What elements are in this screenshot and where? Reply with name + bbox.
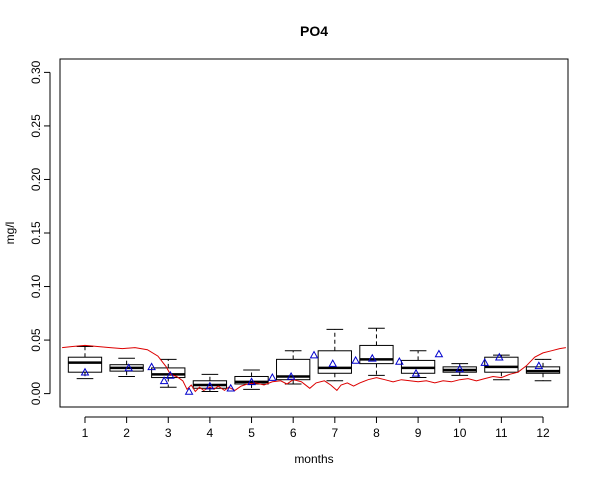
- triangle-point: [309, 350, 319, 359]
- x-tick-label: 12: [536, 426, 550, 440]
- triangle-point: [147, 362, 156, 371]
- box-iqr: [234, 375, 269, 385]
- box-month-12: [525, 358, 561, 382]
- x-tick-label: 7: [331, 426, 338, 440]
- triangle-point: [268, 373, 277, 381]
- box-iqr: [359, 344, 394, 365]
- triangle-point: [80, 367, 90, 376]
- x-tick-label: 11: [495, 426, 508, 440]
- box-month-4: [192, 373, 228, 392]
- red-line-series: [62, 344, 566, 393]
- box-month-8: [359, 327, 394, 376]
- triangle-point: [367, 353, 377, 362]
- x-tick-label: 2: [123, 426, 130, 440]
- triangle-point: [184, 386, 194, 395]
- x-tick-label: 10: [453, 426, 467, 440]
- triangle-point-series: [80, 349, 544, 395]
- box-iqr: [484, 356, 519, 373]
- y-tick-label: 0.15: [29, 221, 43, 245]
- triangle-point: [226, 383, 236, 392]
- triangle-point: [395, 356, 404, 365]
- x-tick-label: 5: [248, 426, 255, 440]
- box-iqr: [317, 350, 352, 374]
- triangle-point: [434, 349, 444, 358]
- triangle-point: [159, 376, 169, 385]
- triangle-point: [247, 377, 256, 386]
- y-axis-label: mg/l: [3, 222, 17, 245]
- x-tick-label: 3: [165, 426, 172, 440]
- triangle-point: [165, 370, 175, 379]
- x-axis-label: months: [294, 452, 333, 466]
- x-tick-label: 6: [290, 426, 297, 440]
- box-month-7: [317, 328, 352, 382]
- x-axis: 1 2 3 4 5 6 7 8 9 10 11 12: [82, 416, 550, 440]
- y-tick-label: 0.10: [29, 275, 43, 299]
- x-tick-label: 4: [207, 426, 214, 440]
- triangle-point: [494, 352, 504, 361]
- triangle-point: [480, 358, 490, 366]
- box-month-9: [400, 350, 436, 379]
- chart-title: PO4: [300, 23, 328, 39]
- triangle-point: [124, 363, 134, 372]
- y-tick-label: 0.20: [29, 167, 43, 191]
- triangle-point: [411, 368, 421, 377]
- boxplot-series: [67, 327, 561, 392]
- x-tick-label: 9: [415, 426, 422, 440]
- triangle-point: [351, 355, 360, 364]
- x-tick-label: 1: [82, 426, 89, 440]
- box-month-1: [67, 346, 103, 380]
- box-month-5: [234, 369, 269, 390]
- triangle-point: [534, 361, 544, 370]
- y-tick-label: 0.30: [29, 60, 43, 84]
- triangle-point: [205, 381, 215, 390]
- box-iqr: [151, 367, 186, 379]
- y-tick-label: 0.25: [29, 114, 43, 138]
- triangle-point: [286, 371, 296, 380]
- box-month-11: [484, 354, 519, 381]
- triangle-point: [328, 359, 338, 367]
- triangle-point: [455, 364, 465, 373]
- y-tick-label: 0.05: [29, 328, 43, 352]
- y-tick-label: 0.00: [29, 382, 43, 406]
- box-iqr: [67, 356, 103, 373]
- red-line: [62, 344, 566, 393]
- box-month-3: [151, 358, 186, 388]
- y-axis: 0.00 0.05 0.10 0.15 0.20 0.25 0.30: [29, 60, 51, 406]
- plot-area-frame: [59, 58, 569, 408]
- x-tick-label: 8: [373, 426, 380, 440]
